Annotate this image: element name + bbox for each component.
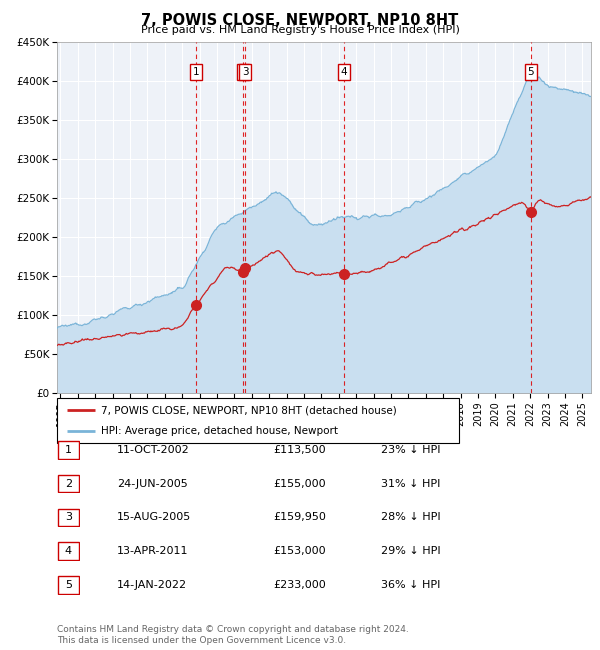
Text: Contains HM Land Registry data © Crown copyright and database right 2024.
This d: Contains HM Land Registry data © Crown c…: [57, 625, 409, 645]
Text: 1: 1: [193, 67, 199, 77]
Text: 5: 5: [527, 67, 534, 77]
Text: 36% ↓ HPI: 36% ↓ HPI: [381, 580, 440, 590]
Text: 11-OCT-2002: 11-OCT-2002: [117, 445, 190, 455]
Text: HPI: Average price, detached house, Newport: HPI: Average price, detached house, Newp…: [101, 426, 338, 436]
Text: £153,000: £153,000: [273, 546, 326, 556]
Text: 14-JAN-2022: 14-JAN-2022: [117, 580, 187, 590]
Text: £233,000: £233,000: [273, 580, 326, 590]
Text: 3: 3: [242, 67, 248, 77]
Text: 4: 4: [65, 546, 72, 556]
Text: 3: 3: [65, 512, 72, 523]
FancyBboxPatch shape: [58, 542, 79, 560]
Text: 5: 5: [65, 580, 72, 590]
FancyBboxPatch shape: [58, 441, 79, 459]
Text: £155,000: £155,000: [273, 478, 326, 489]
Text: 1: 1: [65, 445, 72, 455]
Text: 7, POWIS CLOSE, NEWPORT, NP10 8HT: 7, POWIS CLOSE, NEWPORT, NP10 8HT: [142, 13, 458, 28]
Text: 24-JUN-2005: 24-JUN-2005: [117, 478, 188, 489]
Text: 4: 4: [340, 67, 347, 77]
Text: 2: 2: [239, 67, 246, 77]
Text: 13-APR-2011: 13-APR-2011: [117, 546, 188, 556]
Text: 23% ↓ HPI: 23% ↓ HPI: [381, 445, 440, 455]
FancyBboxPatch shape: [57, 398, 459, 443]
Text: 28% ↓ HPI: 28% ↓ HPI: [381, 512, 440, 523]
Text: 2: 2: [65, 478, 72, 489]
FancyBboxPatch shape: [58, 508, 79, 526]
Text: 29% ↓ HPI: 29% ↓ HPI: [381, 546, 440, 556]
FancyBboxPatch shape: [58, 576, 79, 594]
Text: 7, POWIS CLOSE, NEWPORT, NP10 8HT (detached house): 7, POWIS CLOSE, NEWPORT, NP10 8HT (detac…: [101, 405, 397, 415]
Text: £159,950: £159,950: [273, 512, 326, 523]
Text: 31% ↓ HPI: 31% ↓ HPI: [381, 478, 440, 489]
Text: Price paid vs. HM Land Registry's House Price Index (HPI): Price paid vs. HM Land Registry's House …: [140, 25, 460, 34]
Text: 15-AUG-2005: 15-AUG-2005: [117, 512, 191, 523]
FancyBboxPatch shape: [58, 474, 79, 493]
Text: £113,500: £113,500: [273, 445, 326, 455]
